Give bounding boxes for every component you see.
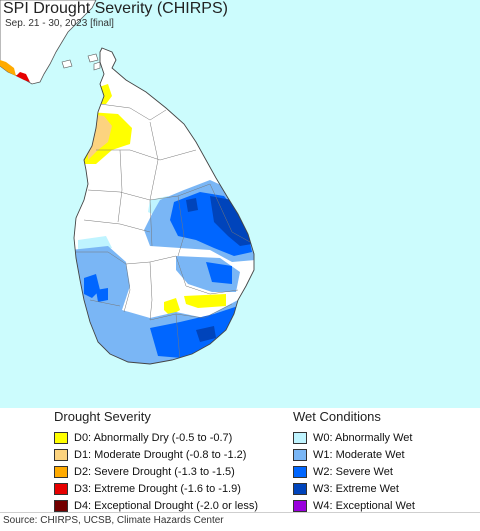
map-title: SPI Drought Severity (CHIRPS): [3, 0, 228, 17]
island-small: [93, 61, 101, 71]
wet-legend: Wet Conditions W0: Abnormally Wet W1: Mo…: [293, 408, 415, 514]
swatch-d3: [54, 482, 68, 495]
wet-w2-region: [84, 274, 100, 298]
legend-label-w3: W3: Extreme Wet: [313, 482, 399, 495]
legend-item-w0: W0: Abnormally Wet: [293, 429, 415, 446]
swatch-d1: [54, 448, 68, 461]
island-small: [87, 53, 99, 63]
legend-label-w1: W1: Moderate Wet: [313, 448, 405, 461]
mainland-drought-patch-2: [16, 72, 30, 82]
legend-item-d4: D4: Exceptional Drought (-2.0 or less): [54, 497, 258, 514]
swatch-w4: [293, 499, 307, 512]
legend-label-w2: W2: Severe Wet: [313, 465, 393, 478]
legend-label-d0: D0: Abnormally Dry (-0.5 to -0.7): [74, 431, 233, 444]
footer: Source: CHIRPS, UCSB, Climate Hazards Ce…: [0, 512, 480, 531]
legend-item-w1: W1: Moderate Wet: [293, 446, 415, 463]
legend-item-w3: W3: Extreme Wet: [293, 480, 415, 497]
legend-label-d1: D1: Moderate Drought (-0.8 to -1.2): [74, 448, 247, 461]
legend: Drought Severity D0: Abnormally Dry (-0.…: [0, 408, 480, 512]
wet-w2-region: [96, 288, 108, 302]
swatch-w3: [293, 482, 307, 495]
drought-legend-heading: Drought Severity: [54, 409, 151, 424]
wet-w2-region: [206, 262, 232, 284]
swatch-w2: [293, 465, 307, 478]
wet-w3-region: [186, 198, 198, 212]
district-boundaries: [76, 103, 251, 361]
swatch-w1: [293, 448, 307, 461]
legend-label-d2: D2: Severe Drought (-1.3 to -1.5): [74, 465, 235, 478]
legend-label-w0: W0: Abnormally Wet: [313, 431, 413, 444]
source-credit: Source: CHIRPS, UCSB, Climate Hazards Ce…: [3, 515, 224, 526]
swatch-w0: [293, 431, 307, 444]
legend-item-d2: D2: Severe Drought (-1.3 to -1.5): [54, 463, 258, 480]
drought-legend: Drought Severity D0: Abnormally Dry (-0.…: [54, 408, 258, 514]
legend-label-w4: W4: Exceptional Wet: [313, 499, 415, 512]
legend-item-d0: D0: Abnormally Dry (-0.5 to -0.7): [54, 429, 258, 446]
map-subtitle: Sep. 21 - 30, 2023 [final]: [5, 18, 114, 29]
drought-d0-region: [184, 294, 226, 308]
legend-label-d4: D4: Exceptional Drought (-2.0 or less): [74, 499, 259, 512]
legend-item-d3: D3: Extreme Drought (-1.6 to -1.9): [54, 480, 258, 497]
ocean: [0, 0, 480, 410]
anomaly-layer: [74, 84, 254, 364]
wet-legend-heading: Wet Conditions: [293, 409, 381, 424]
map-svg: [0, 0, 480, 410]
swatch-d0: [54, 431, 68, 444]
swatch-d4: [54, 499, 68, 512]
island-small: [61, 59, 73, 69]
wet-w2-region: [150, 306, 238, 358]
wet-w3-region: [196, 326, 216, 342]
legend-item-w2: W2: Severe Wet: [293, 463, 415, 480]
legend-label-d3: D3: Extreme Drought (-1.6 to -1.9): [74, 482, 241, 495]
drought-d0-region: [164, 298, 180, 316]
legend-item-d1: D1: Moderate Drought (-0.8 to -1.2): [54, 446, 258, 463]
swatch-d2: [54, 465, 68, 478]
mainland-drought-patch: [0, 60, 16, 76]
map-area: SPI Drought Severity (CHIRPS) Sep. 21 - …: [0, 0, 480, 410]
sri-lanka-coastline: [73, 47, 255, 365]
legend-item-w4: W4: Exceptional Wet: [293, 497, 415, 514]
wet-w3-region: [210, 196, 252, 246]
